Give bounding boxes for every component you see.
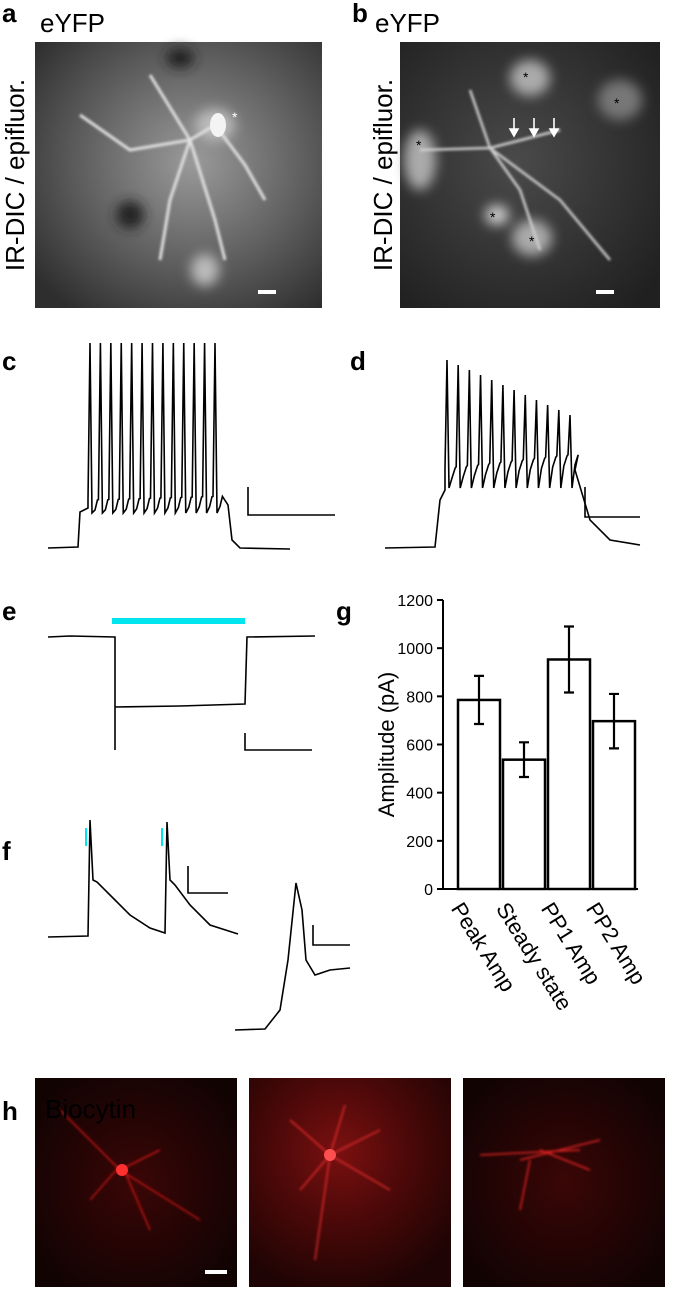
panel-label: g [336, 596, 352, 626]
scale-bar [187, 866, 228, 894]
trace-f [47, 819, 239, 938]
traces [47, 342, 641, 1031]
error-bar [474, 674, 484, 726]
error-bar [519, 741, 529, 779]
panel-label: e [2, 596, 16, 626]
y-tick-label: 600 [406, 738, 433, 755]
asterisk: * [232, 109, 238, 125]
panel-label: h [2, 1096, 18, 1126]
asterisk: * [416, 137, 422, 153]
y-tick-label: 1000 [397, 641, 433, 658]
asterisk: * [523, 69, 529, 85]
scale-bar [247, 487, 335, 516]
panel-label: b [352, 0, 368, 28]
scale-bar [244, 733, 312, 751]
y-tick-label: 1200 [397, 593, 433, 610]
y-tick-label: 400 [406, 786, 433, 803]
trace-f-inset [234, 882, 351, 1031]
image-h [35, 1078, 665, 1287]
panel-label: f [2, 836, 11, 866]
y-tick-label: 0 [424, 882, 433, 899]
scale-bar [312, 925, 350, 946]
trace-e [47, 635, 316, 750]
side-label: IR-DIC / epifluor. [0, 79, 30, 271]
side-label: IR-DIC / epifluor. [368, 79, 398, 271]
error-bar [609, 692, 619, 750]
light-pulses [85, 828, 163, 846]
panel-label: d [350, 346, 366, 376]
error-bar [564, 625, 574, 694]
scale-bar [584, 487, 640, 518]
asterisk: * [614, 95, 620, 111]
image-title: Biocytin [45, 1094, 136, 1124]
asterisk: * [529, 233, 535, 249]
bar [501, 758, 547, 891]
asterisk: * [490, 209, 496, 225]
light-bar [112, 618, 245, 624]
image-a [35, 42, 322, 308]
y-tick-label: 200 [406, 834, 433, 851]
image-title: eYFP [40, 8, 105, 38]
bar [546, 658, 592, 891]
image-title: eYFP [375, 8, 440, 38]
labels: a b c d e f g h eYFP eYFP IR-DIC / epifl… [0, 0, 620, 1126]
y-tick-label: 800 [406, 689, 433, 706]
panel-label: c [2, 346, 16, 376]
trace-d [384, 359, 641, 549]
panel-label: a [2, 0, 17, 28]
trace-c [47, 342, 291, 550]
y-axis-label: Amplitude (pA) [374, 672, 399, 818]
image-b [400, 42, 660, 308]
arrows [508, 118, 560, 138]
bar [456, 698, 502, 891]
